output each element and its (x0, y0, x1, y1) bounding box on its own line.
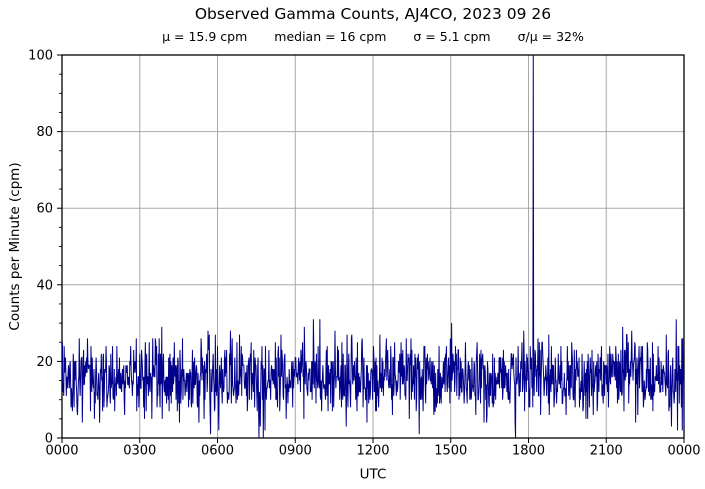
x-tick-label: 1800 (512, 444, 545, 459)
stat-median: median = 16 cpm (274, 29, 387, 44)
gamma-counts-trace (61, 54, 685, 439)
y-tick-label: 60 (36, 202, 53, 217)
y-axis-label: Counts per Minute (cpm) (7, 162, 23, 330)
x-tick-label: 0600 (201, 444, 234, 459)
y-tick-label: 40 (36, 278, 53, 293)
x-axis-label: UTC (360, 467, 387, 483)
x-tick-label: 1500 (434, 444, 467, 459)
y-tick-label: 0 (45, 432, 53, 447)
x-tick-label: 2100 (590, 444, 623, 459)
x-tick-label: 0300 (123, 444, 156, 459)
x-tick-label: 1200 (356, 444, 389, 459)
y-tick-label: 20 (36, 355, 53, 370)
stat-sigma: σ = 5.1 cpm (413, 29, 491, 44)
x-tick-label: 0000 (667, 444, 700, 459)
chart-title: Observed Gamma Counts, AJ4CO, 2023 09 26 (194, 5, 552, 23)
x-tick-label: 0900 (279, 444, 312, 459)
chart-stats-line: μ = 15.9 cpm median = 16 cpm σ = 5.1 cpm… (62, 29, 684, 45)
y-tick-label: 80 (36, 125, 53, 140)
x-tick-label: 0000 (45, 444, 78, 459)
y-tick-label: 100 (28, 49, 53, 64)
stat-sigma-over-mu: σ/μ = 32% (517, 29, 584, 44)
stat-mean: μ = 15.9 cpm (162, 29, 248, 44)
